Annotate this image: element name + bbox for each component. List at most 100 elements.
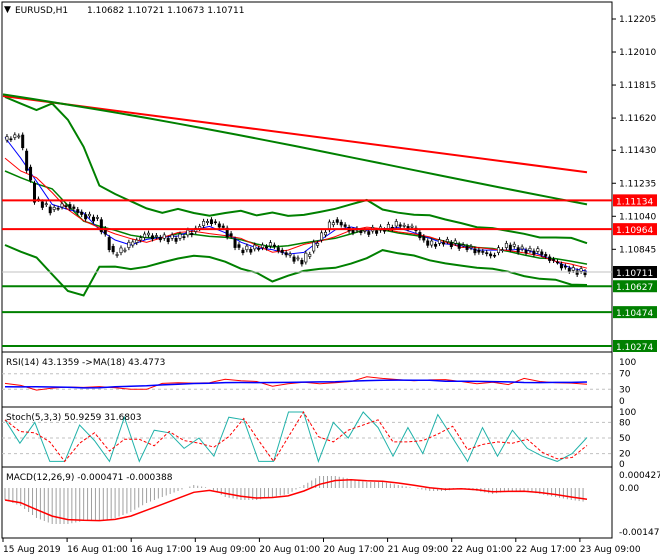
- stoch-tick-label: 80: [619, 418, 631, 428]
- candle-body: [123, 249, 127, 252]
- candle-body: [249, 249, 253, 253]
- macd-tick-label: 0.00: [619, 484, 639, 494]
- candle-body: [508, 244, 512, 251]
- candle-body: [127, 241, 131, 248]
- candle-body: [147, 232, 151, 236]
- candle-body: [64, 205, 68, 207]
- candle-body: [166, 237, 170, 242]
- x-tick-label: 15 Aug 2019: [3, 545, 61, 555]
- candle-body: [351, 229, 355, 233]
- candle-body: [453, 240, 457, 244]
- candle-body: [253, 244, 257, 250]
- candle-body: [32, 182, 36, 203]
- candle-body: [68, 204, 72, 209]
- macd-signal-line: [4, 479, 588, 522]
- rsi-tick-label: 0: [619, 397, 625, 407]
- candle-body: [316, 242, 320, 246]
- price-label: 1.10627: [616, 283, 653, 293]
- candle-body: [182, 236, 186, 238]
- bollinger-lower: [4, 244, 588, 297]
- y-tick-label: 1.12010: [619, 48, 656, 58]
- candle-body: [465, 246, 469, 250]
- candle-body: [493, 254, 497, 257]
- stoch-tick-label: 0: [619, 460, 625, 470]
- candle-body: [386, 224, 390, 229]
- moving-average-red: [2, 95, 588, 174]
- moving-average-green: [2, 93, 588, 206]
- macd-tick-label: 0.000427: [619, 471, 660, 481]
- candle-body: [17, 135, 21, 138]
- candle-body: [135, 239, 139, 243]
- y-tick-label: 1.10845: [619, 245, 656, 255]
- candle-body: [438, 239, 442, 244]
- last-price-label: 1.10711: [616, 269, 653, 279]
- candle-body: [84, 214, 88, 220]
- candle-body: [217, 223, 221, 228]
- candle-body: [9, 138, 13, 141]
- candle-body: [575, 270, 579, 275]
- x-tick-label: 19 Aug 09:00: [195, 545, 256, 555]
- candle-body: [225, 227, 229, 238]
- candle-body: [536, 248, 540, 252]
- candle-body: [80, 211, 84, 215]
- candle-body: [485, 252, 489, 255]
- x-tick-label: 16 Aug 01:00: [67, 545, 128, 555]
- candle-body: [237, 244, 241, 248]
- candle-body: [272, 244, 276, 247]
- candle-body: [178, 233, 182, 239]
- candle-body: [213, 221, 217, 224]
- candle-body: [229, 233, 233, 237]
- candle-body: [221, 225, 225, 228]
- candle-body: [457, 243, 461, 249]
- candle-body: [308, 254, 312, 257]
- candle-body: [233, 238, 237, 248]
- symbol-dropdown-icon[interactable]: ▼: [4, 5, 11, 15]
- price-label: 1.11134: [616, 197, 653, 207]
- candle-body: [540, 251, 544, 255]
- y-tick-label: 1.11815: [619, 81, 656, 91]
- x-tick-label: 22 Aug 01:00: [452, 545, 513, 555]
- candle-body: [556, 261, 560, 264]
- candle-body: [154, 235, 158, 237]
- candle-body: [209, 219, 213, 225]
- macd-label: MACD(12,26,9) -0.000471 -0.000388: [6, 473, 173, 483]
- price-label-bg: [613, 339, 657, 352]
- candle-body: [5, 136, 9, 141]
- symbol-label: EURUSD,H1: [15, 6, 68, 16]
- candle-body: [544, 254, 548, 257]
- candle-body: [119, 247, 123, 253]
- stoch-signal-line: [4, 411, 588, 463]
- y-tick-label: 1.11235: [619, 179, 656, 189]
- y-tick-label: 1.11620: [619, 114, 656, 124]
- candle-body: [158, 237, 162, 241]
- candle-body: [516, 247, 520, 253]
- candle-body: [99, 219, 103, 233]
- candle-body: [532, 250, 536, 255]
- candle-body: [245, 245, 249, 251]
- candle-body: [512, 243, 516, 247]
- candle-body: [150, 235, 154, 240]
- candle-body: [528, 248, 532, 251]
- candle-body: [559, 263, 563, 269]
- x-tick-label: 21 Aug 09:00: [388, 545, 449, 555]
- ohlc-readout: 1.10682 1.10721 1.10673 1.10711: [87, 6, 244, 16]
- candle-body: [394, 221, 398, 227]
- candle-body: [441, 242, 445, 245]
- y-tick-label: 1.11430: [619, 146, 656, 156]
- candle-body: [567, 268, 571, 272]
- candle-body: [292, 256, 296, 262]
- candle-body: [13, 134, 17, 138]
- candle-body: [162, 234, 166, 239]
- rsi-tick-label: 70: [619, 370, 631, 380]
- candle-body: [261, 244, 265, 248]
- candle-body: [312, 241, 316, 252]
- last-price-bg: [613, 265, 657, 278]
- candle-body: [359, 230, 363, 234]
- price-label: 1.10474: [616, 309, 653, 319]
- candle-body: [469, 246, 473, 248]
- macd-panel: [4, 476, 588, 524]
- x-tick-label: 20 Aug 01:00: [259, 545, 320, 555]
- candle-body: [339, 221, 343, 226]
